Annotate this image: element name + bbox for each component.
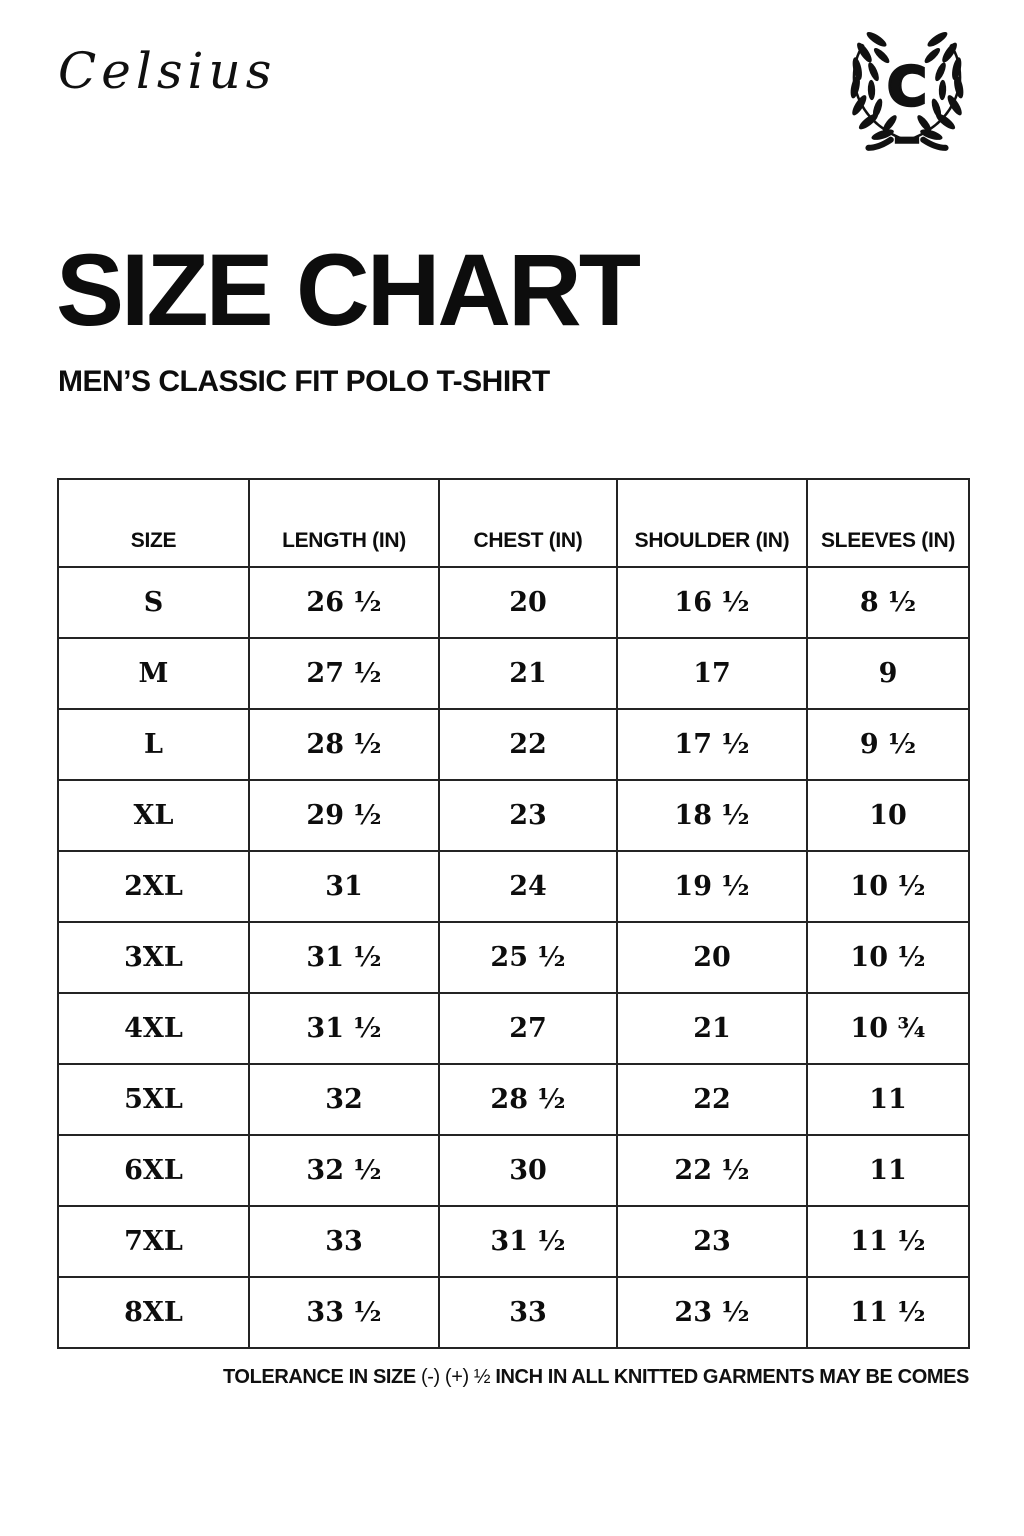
measurement-cell: 30: [438, 1134, 618, 1207]
measurement-cell: 11 ½: [806, 1205, 970, 1278]
measurement-cell: 16 ½: [616, 566, 808, 639]
size-cell: 5XL: [57, 1063, 250, 1136]
size-cell: 4XL: [57, 992, 250, 1065]
measurement-cell: 24: [438, 850, 618, 923]
page-subtitle: MEN’S CLASSIC FIT POLO T-SHIRT: [58, 364, 550, 398]
title-block: SIZE CHART MEN’S CLASSIC FIT POLO T-SHIR…: [56, 233, 641, 399]
size-cell: 6XL: [57, 1134, 250, 1207]
measurement-cell: 29 ½: [248, 779, 440, 852]
measurement-cell: 21: [616, 992, 808, 1065]
column-header-chest: CHEST (IN): [438, 478, 618, 568]
table-row: 6XL 32 ½ 30 22 ½ 11: [57, 1134, 970, 1207]
tolerance-note: TOLERANCE IN SIZE (-) (+) ½ INCH IN ALL …: [57, 1366, 969, 1389]
measurement-cell: 32: [248, 1063, 440, 1136]
measurement-cell: 31 ½: [248, 921, 440, 994]
measurement-cell: 20: [438, 566, 618, 639]
measurement-cell: 10 ¾: [806, 992, 970, 1065]
measurement-cell: 32 ½: [248, 1134, 440, 1207]
measurement-cell: 9 ½: [806, 708, 970, 781]
monogram-letter: C: [887, 54, 927, 118]
measurement-cell: 31 ½: [438, 1205, 618, 1278]
table-row: 4XL 31 ½ 27 21 10 ¾: [57, 992, 970, 1065]
laurel-wreath-icon: C: [847, 28, 967, 151]
measurement-cell: 10: [806, 779, 970, 852]
size-cell: S: [57, 566, 250, 639]
measurement-cell: 18 ½: [616, 779, 808, 852]
measurement-cell: 22 ½: [616, 1134, 808, 1207]
page-title: SIZE CHART: [56, 233, 641, 347]
tolerance-note-symbols: (-) (+) ½: [421, 1366, 491, 1388]
size-cell: 2XL: [57, 850, 250, 923]
measurement-cell: 28 ½: [248, 708, 440, 781]
measurement-cell: 10 ½: [806, 921, 970, 994]
size-cell: 8XL: [57, 1276, 250, 1349]
column-header-size: SIZE: [57, 478, 250, 568]
table-header-row: SIZE LENGTH (IN) CHEST (IN) SHOULDER (IN…: [57, 478, 970, 568]
measurement-cell: 9: [806, 637, 970, 710]
measurement-cell: 28 ½: [438, 1063, 618, 1136]
measurement-cell: 26 ½: [248, 566, 440, 639]
size-cell: 7XL: [57, 1205, 250, 1278]
table-row: XL 29 ½ 23 18 ½ 10: [57, 779, 970, 852]
measurement-cell: 27 ½: [248, 637, 440, 710]
measurement-cell: 17: [616, 637, 808, 710]
tolerance-note-suffix: INCH IN ALL KNITTED GARMENTS MAY BE COME…: [495, 1366, 969, 1388]
measurement-cell: 22: [438, 708, 618, 781]
table-row: M 27 ½ 21 17 9: [57, 637, 970, 710]
measurement-cell: 21: [438, 637, 618, 710]
table-row: 3XL 31 ½ 25 ½ 20 10 ½: [57, 921, 970, 994]
size-table: SIZE LENGTH (IN) CHEST (IN) SHOULDER (IN…: [57, 478, 970, 1349]
column-header-sleeves: SLEEVES (IN): [806, 478, 970, 568]
measurement-cell: 8 ½: [806, 566, 970, 639]
measurement-cell: 20: [616, 921, 808, 994]
measurement-cell: 23 ½: [616, 1276, 808, 1349]
measurement-cell: 33: [438, 1276, 618, 1349]
size-cell: L: [57, 708, 250, 781]
measurement-cell: 31 ½: [248, 992, 440, 1065]
table-row: 7XL 33 31 ½ 23 11 ½: [57, 1205, 970, 1278]
column-header-length: LENGTH (IN): [248, 478, 440, 568]
tolerance-note-prefix: TOLERANCE IN SIZE: [222, 1366, 416, 1388]
brand-monogram: C: [836, 24, 978, 152]
measurement-cell: 11: [806, 1134, 970, 1207]
measurement-cell: 10 ½: [806, 850, 970, 923]
measurement-cell: 19 ½: [616, 850, 808, 923]
measurement-cell: 11: [806, 1063, 970, 1136]
measurement-cell: 31: [248, 850, 440, 923]
measurement-cell: 23: [616, 1205, 808, 1278]
table-row: 5XL 32 28 ½ 22 11: [57, 1063, 970, 1136]
size-cell: XL: [57, 779, 250, 852]
size-cell: M: [57, 637, 250, 710]
size-cell: 3XL: [57, 921, 250, 994]
measurement-cell: 33: [248, 1205, 440, 1278]
table-row: 8XL 33 ½ 33 23 ½ 11 ½: [57, 1276, 970, 1349]
measurement-cell: 23: [438, 779, 618, 852]
measurement-cell: 11 ½: [806, 1276, 970, 1349]
measurement-cell: 17 ½: [616, 708, 808, 781]
measurement-cell: 25 ½: [438, 921, 618, 994]
measurement-cell: 33 ½: [248, 1276, 440, 1349]
column-header-shoulder: SHOULDER (IN): [616, 478, 808, 568]
measurement-cell: 22: [616, 1063, 808, 1136]
table-row: 2XL 31 24 19 ½ 10 ½: [57, 850, 970, 923]
brand-wordmark: Celsius: [58, 42, 277, 100]
measurement-cell: 27: [438, 992, 618, 1065]
